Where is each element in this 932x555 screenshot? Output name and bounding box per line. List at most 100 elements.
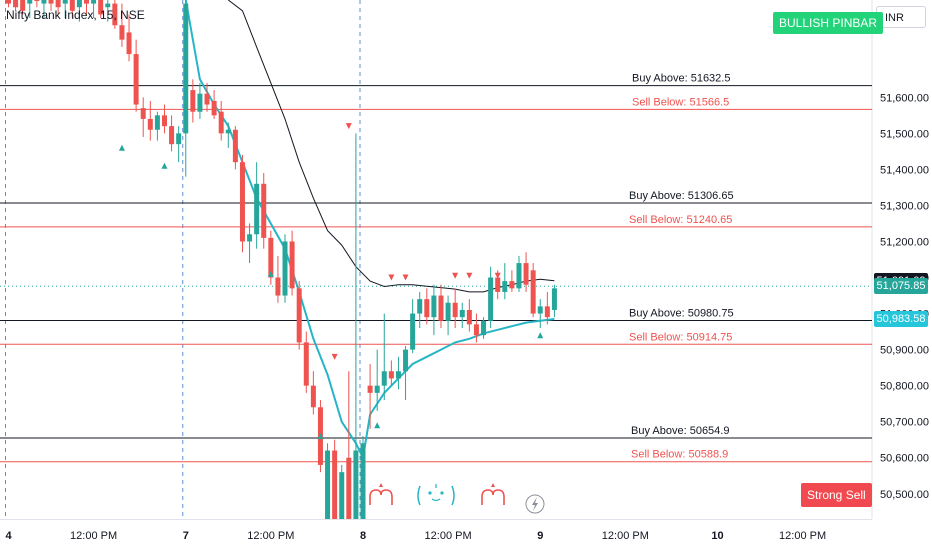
y-tick-label: 51,600.00 xyxy=(880,92,929,104)
candle-body xyxy=(183,3,189,134)
face-icon xyxy=(451,485,455,506)
candle-body xyxy=(119,25,125,40)
candle-body xyxy=(211,100,217,116)
candle-body xyxy=(537,306,543,314)
candle-body xyxy=(303,342,309,386)
candle-body xyxy=(445,302,451,321)
candle-body xyxy=(481,320,487,336)
buy-level-label: Buy Above: 51632.5 xyxy=(632,73,730,85)
bearish-pattern-icon xyxy=(491,483,495,487)
candle-body xyxy=(34,0,40,1)
candle-body xyxy=(388,371,394,379)
buy-level-label: Buy Above: 50654.9 xyxy=(631,425,729,437)
price-tag: 50,983.58 xyxy=(874,311,928,328)
candle-body xyxy=(41,0,47,4)
candle-body xyxy=(133,54,139,105)
candle-body xyxy=(27,0,33,4)
candle-body xyxy=(62,0,68,4)
candle-body xyxy=(410,313,416,350)
x-tick-label: 12:00 PM xyxy=(602,530,649,542)
x-tick-label: 12:00 PM xyxy=(779,530,826,542)
sell-level-label: Sell Below: 51566.5 xyxy=(632,96,729,108)
candle-body xyxy=(509,281,515,289)
grid-layer xyxy=(0,0,873,520)
bearish-pattern-icon xyxy=(369,489,393,505)
y-tick-label: 50,600.00 xyxy=(880,453,929,465)
buy-signal-marker xyxy=(317,433,324,440)
candle-body xyxy=(495,277,501,292)
currency-selector[interactable]: INR xyxy=(876,6,926,28)
sell-level-label: Sell Below: 50914.75 xyxy=(629,331,732,343)
y-tick-label: 51,200.00 xyxy=(880,236,929,248)
face-icon xyxy=(431,498,441,502)
candle-body xyxy=(403,349,409,372)
candle-body xyxy=(516,263,522,289)
y-tick-label: 51,500.00 xyxy=(880,128,929,140)
candle-body xyxy=(91,0,97,4)
buy-signal-marker xyxy=(537,332,544,339)
face-icon xyxy=(428,491,432,495)
sell-signal-marker xyxy=(331,353,338,360)
y-tick-label: 50,500.00 xyxy=(880,489,929,501)
sell-level-label: Sell Below: 51240.65 xyxy=(629,214,732,226)
candle-body xyxy=(76,0,82,8)
candle-body xyxy=(147,118,153,130)
signal-markers xyxy=(118,123,544,440)
candle-body xyxy=(20,0,26,11)
candle-body xyxy=(346,457,352,519)
sell-signal-marker xyxy=(466,272,473,279)
candle-body xyxy=(190,90,196,112)
candle-body xyxy=(48,0,54,4)
candle-body xyxy=(325,450,331,519)
candle-body xyxy=(466,309,472,325)
x-tick-label: 7 xyxy=(183,530,189,542)
candle-body xyxy=(197,93,203,112)
strong-sell-badge: Strong Sell xyxy=(801,483,872,507)
face-icon xyxy=(440,491,444,495)
candle-body xyxy=(367,385,373,393)
candle-body xyxy=(438,295,444,321)
level-lines: Buy Above: 51632.5 Sell Below: 51566.5 Buy… xyxy=(0,73,872,463)
candle-body xyxy=(452,302,458,318)
candles xyxy=(6,0,557,519)
x-axis: 4 12:00 PM 7 12:00 PM 8 12:00 PM 9 12:00 PM 10 12… xyxy=(5,530,826,542)
symbol-title: Nifty Bank Index, 15, NSE xyxy=(6,8,145,22)
candle-body xyxy=(395,371,401,379)
buy-signal-marker xyxy=(374,422,381,429)
y-tick-label: 50,800.00 xyxy=(880,381,929,393)
candle-body xyxy=(296,288,302,343)
candle-body xyxy=(176,133,182,145)
bottom-icons xyxy=(369,483,545,514)
x-tick-label: 9 xyxy=(537,530,543,542)
x-tick-label: 4 xyxy=(5,530,12,542)
candle-body xyxy=(232,129,238,163)
bearish-pattern-icon xyxy=(481,489,505,505)
candle-body xyxy=(268,237,274,278)
candle-body xyxy=(431,295,437,318)
candle-body xyxy=(488,277,494,321)
candle-body xyxy=(247,234,253,242)
sell-signal-marker xyxy=(452,272,459,279)
candle-body xyxy=(6,0,11,4)
candle-body xyxy=(544,306,550,318)
buy-level-label: Buy Above: 50980.75 xyxy=(629,308,734,320)
bullish-pinbar-badge: BULLISH PINBAR xyxy=(773,12,884,34)
x-tick-label: 10 xyxy=(711,530,723,542)
y-axis: 51,600.00 51,500.00 51,400.00 51,300.00 51,2… xyxy=(880,92,929,500)
candle-body xyxy=(424,299,430,318)
candle-body xyxy=(140,108,146,119)
sell-signal-marker xyxy=(402,274,409,281)
candle-body xyxy=(154,115,160,130)
candle-body xyxy=(98,0,104,15)
y-tick-label: 51,400.00 xyxy=(880,164,929,176)
candle-body xyxy=(310,385,316,408)
candle-body xyxy=(204,93,210,105)
sell-signal-marker xyxy=(494,272,501,279)
candle-body xyxy=(381,371,387,386)
bearish-pattern-icon xyxy=(379,483,383,487)
candle-body xyxy=(332,450,338,519)
face-icon xyxy=(417,485,421,506)
candle-body xyxy=(225,129,231,134)
